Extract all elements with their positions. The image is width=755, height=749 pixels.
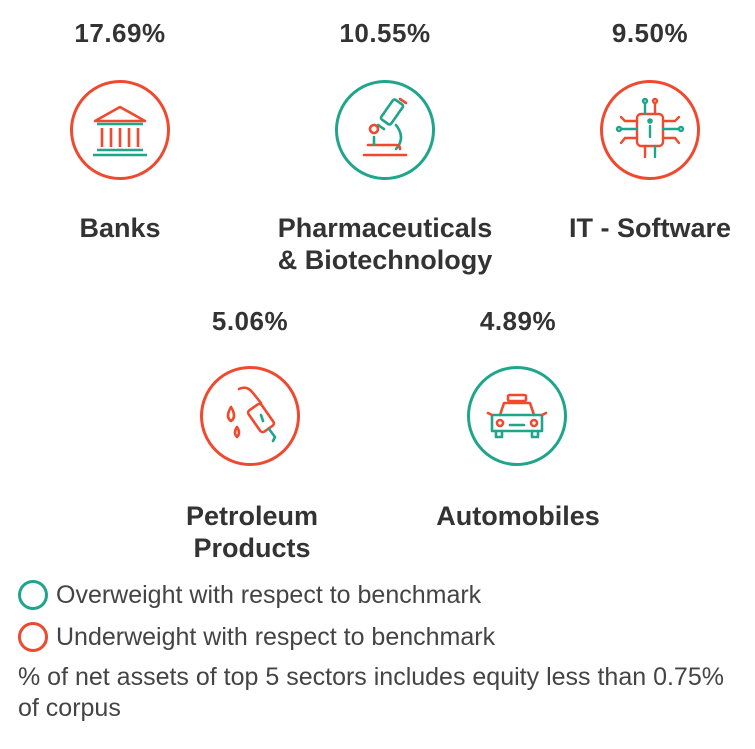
sector-name-line1: Petroleum [185,501,319,531]
sector-percent-banks: 17.69% [74,18,166,48]
sector-icon-circle-it [600,80,700,180]
microscope-icon [362,97,408,157]
legend-overweight-text: Overweight with respect to benchmark [56,580,482,609]
sector-name-line2: Products [193,533,311,563]
legend-underweight-text: Underweight with respect to benchmark [56,622,496,651]
legend-overweight: Overweight with respect to benchmark [18,579,481,611]
sector-name-line1: Banks [79,213,161,243]
sector-percent-it: 9.50% [611,18,689,48]
sector-name-line1: Automobiles [436,501,600,531]
chip-icon [615,97,685,159]
footnote: % of net assets of top 5 sectors include… [18,663,724,722]
sector-percent-pharma: 10.55% [339,18,431,48]
car-icon [486,393,548,439]
sector-name-banks: Banks [0,212,260,244]
bank-icon [93,105,147,157]
sector-name-automobiles: Automobiles [378,500,658,532]
sector-percent-automobiles: 4.89% [479,306,557,336]
sector-icon-circle-banks [70,80,170,180]
sector-name-line1: Pharmaceuticals [277,213,493,243]
sector-name-pharma: Pharmaceuticals & Biotechnology [245,212,525,276]
overweight-circle-icon [18,580,48,610]
sector-icon-circle-pharma [335,80,435,180]
sector-icon-circle-automobiles [467,366,567,466]
sector-name-petroleum: Petroleum Products [112,500,392,564]
sector-icon-circle-petroleum [200,366,300,466]
sector-name-line2: & Biotechnology [277,245,493,275]
sector-percent-petroleum: 5.06% [211,306,289,336]
fuel-nozzle-icon [226,386,277,443]
legend-underweight: Underweight with respect to benchmark [18,621,495,653]
sector-name-line1: IT - Software [568,213,731,243]
underweight-circle-icon [18,622,48,652]
sector-name-it: IT - Software [510,212,755,244]
